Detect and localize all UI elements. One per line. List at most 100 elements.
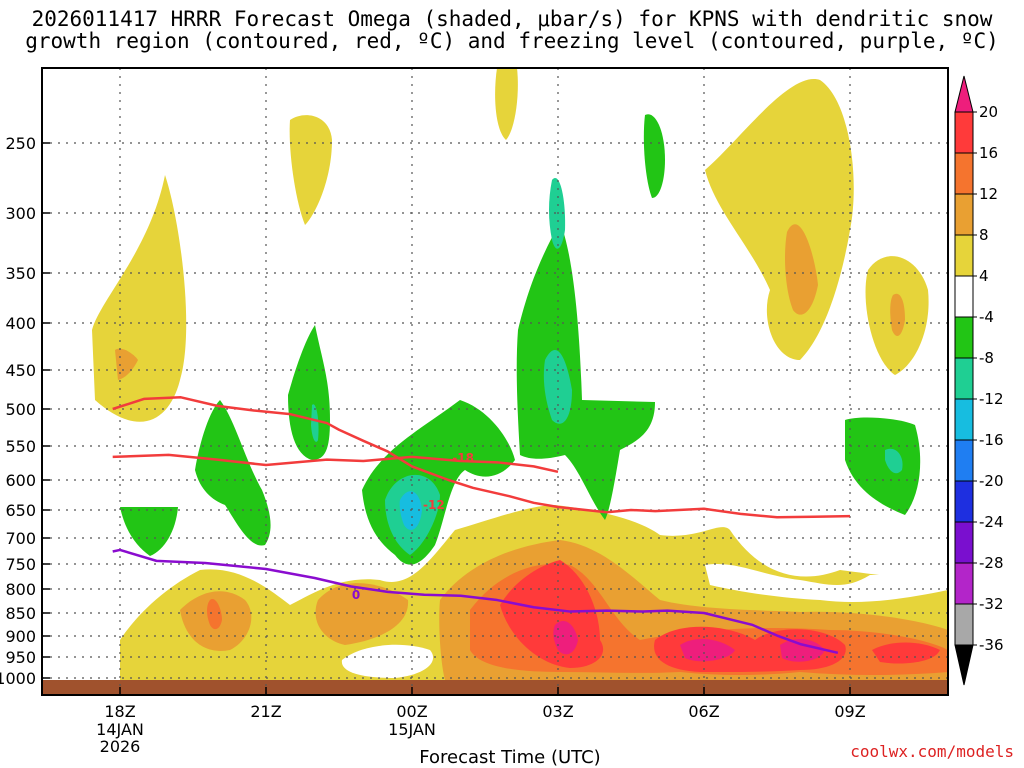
colorbar-label: -24 xyxy=(979,513,1004,531)
colorbar-label: -20 xyxy=(979,472,1004,490)
x-tick-sublabel: 15JAN xyxy=(388,720,436,739)
colorbar-label: -28 xyxy=(979,554,1004,572)
plot-frame xyxy=(41,67,949,696)
colorbar-label: 8 xyxy=(979,226,989,244)
x-tick-label: 06Z xyxy=(688,702,719,721)
colorbar-label: -4 xyxy=(979,308,994,326)
omega-region xyxy=(195,400,271,546)
y-tick-label: 900 xyxy=(5,627,36,646)
omega-region xyxy=(207,599,222,630)
x-tick-label: 03Z xyxy=(542,702,573,721)
colorbar-swatch xyxy=(954,152,974,195)
colorbar-label: -8 xyxy=(979,349,994,367)
colorbar-label: -16 xyxy=(979,431,1004,449)
watermark: coolwx.com/models xyxy=(850,742,1014,761)
x-tick-sublabel: 2026 xyxy=(100,737,141,756)
omega-region xyxy=(705,563,948,602)
y-tick-label: 500 xyxy=(5,400,36,419)
colorbar-swatch xyxy=(954,398,974,441)
colorbar-swatch xyxy=(954,562,974,605)
omega-shading xyxy=(42,68,948,695)
omega-region xyxy=(516,222,655,520)
y-tick-label: 350 xyxy=(5,264,36,283)
colorbar-swatch xyxy=(954,316,974,359)
omega-region xyxy=(872,642,940,664)
colorbar-swatch xyxy=(954,357,974,400)
contour-label--12: -12 xyxy=(423,498,445,512)
colorbar-label: 4 xyxy=(979,267,989,285)
omega-region xyxy=(680,638,735,662)
colorbar-swatch xyxy=(954,603,974,646)
y-tick-label: 550 xyxy=(5,437,36,456)
y-tick-label: 650 xyxy=(5,501,36,520)
contour-label-0: 0 xyxy=(352,588,360,602)
colorbar-label: 16 xyxy=(979,144,998,162)
y-tick-label: 850 xyxy=(5,604,36,623)
y-tick-label: 750 xyxy=(5,555,36,574)
y-tick-label: 950 xyxy=(5,648,36,667)
colorbar-swatch xyxy=(954,111,974,154)
y-tick-label: 400 xyxy=(5,314,36,333)
chart-title: 2026011417 HRRR Forecast Omega (shaded, … xyxy=(0,8,1024,52)
x-tick-label: 00Z xyxy=(396,702,427,721)
contour-labels: -18 -12 0 xyxy=(352,451,474,602)
omega-region xyxy=(315,583,409,645)
omega-region xyxy=(553,620,578,655)
contour-label--18: -18 xyxy=(452,451,474,465)
omega-region xyxy=(341,644,434,678)
omega-region xyxy=(705,79,854,361)
omega-region xyxy=(495,68,518,140)
contour-line--12 xyxy=(112,396,851,519)
colorbar: 20 16 12 8 4 -4 -8 -12 -16 -20 -24 -28 -32 -36 xyxy=(954,75,1004,686)
colorbar-swatch xyxy=(954,439,974,482)
title-line-2: growth region (contoured, red, ºC) and f… xyxy=(25,29,999,53)
gridlines xyxy=(42,68,948,695)
x-axis-title: Forecast Time (UTC) xyxy=(419,747,600,768)
x-tick-label: 09Z xyxy=(834,702,865,721)
y-tick-label: 450 xyxy=(5,361,36,380)
omega-region xyxy=(785,224,818,315)
ground-surface xyxy=(42,680,948,695)
omega-region xyxy=(845,417,921,515)
omega-region xyxy=(890,293,905,336)
colorbar-label: 20 xyxy=(979,103,998,121)
colorbar-label: -36 xyxy=(979,636,1004,654)
y-tick-label: 800 xyxy=(5,580,36,599)
omega-region xyxy=(885,448,903,474)
omega-region xyxy=(92,175,187,422)
x-tick-label: 18Z xyxy=(104,702,135,721)
omega-region xyxy=(289,115,332,225)
omega-region xyxy=(399,491,422,530)
colorbar-swatch xyxy=(954,521,974,564)
title-line-1: 2026011417 HRRR Forecast Omega (shaded, … xyxy=(31,7,993,31)
y-tick-label: 250 xyxy=(5,134,36,153)
colorbar-bottom-arrow xyxy=(954,644,974,686)
y-axis-pressure: 250 300 350 400 450 500 550 600 650 700 750 800 850 9… xyxy=(0,134,50,688)
y-tick-label: 1000 xyxy=(0,669,36,688)
omega-region xyxy=(780,638,825,662)
colorbar-swatch xyxy=(954,234,974,277)
contour-line-0 xyxy=(112,548,839,655)
colorbar-swatch xyxy=(954,193,974,236)
colorbar-swatch xyxy=(954,480,974,523)
y-tick-label: 300 xyxy=(5,204,36,223)
omega-region xyxy=(115,348,138,380)
omega-region xyxy=(643,114,665,198)
x-tick-label: 21Z xyxy=(250,702,281,721)
x-tick-sublabel: 14JAN xyxy=(96,720,144,739)
y-tick-label: 600 xyxy=(5,471,36,490)
omega-region xyxy=(549,178,566,249)
colorbar-swatch xyxy=(954,275,974,318)
omega-region xyxy=(288,325,330,460)
contour-lines xyxy=(112,396,851,655)
omega-region xyxy=(543,350,572,424)
y-tick-label: 700 xyxy=(5,529,36,548)
colorbar-label: 12 xyxy=(979,185,998,203)
colorbar-label: -12 xyxy=(979,390,1004,408)
colorbar-top-arrow xyxy=(954,75,974,113)
omega-region xyxy=(311,404,319,442)
colorbar-label: -32 xyxy=(979,595,1004,613)
contour-line--18 xyxy=(112,453,559,474)
